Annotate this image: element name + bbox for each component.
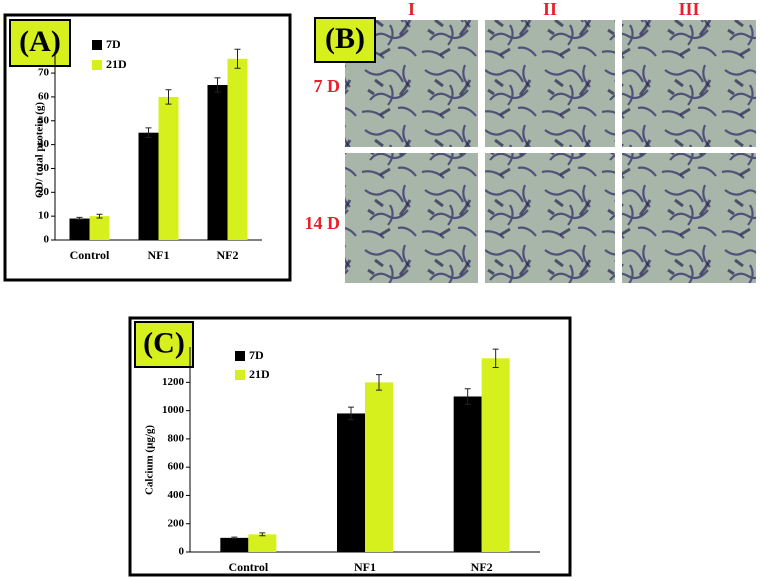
bar: [158, 96, 179, 240]
error-bar: [492, 348, 499, 368]
error-bar: [348, 406, 354, 421]
x-tick-label: NF2: [471, 560, 493, 574]
error-bar: [165, 89, 172, 105]
bar: [248, 534, 277, 552]
micrograph: [345, 153, 478, 283]
micrograph: [485, 20, 615, 147]
bar: [69, 218, 90, 240]
micrograph: [485, 153, 615, 283]
y-tick-label: 1200: [162, 376, 185, 388]
column-label: II: [543, 0, 557, 19]
panel-frame: [128, 316, 572, 577]
y-tick-label: 60: [38, 90, 50, 102]
bar: [220, 537, 249, 552]
micrograph: [622, 153, 756, 283]
y-tick-label: 1000: [162, 404, 185, 416]
legend-swatch: [92, 60, 102, 70]
legend-swatch: [235, 351, 245, 361]
y-tick-label: 800: [168, 432, 185, 444]
y-tick-label: 10: [38, 210, 50, 222]
row-label: 7 D: [314, 76, 341, 96]
bar: [207, 85, 228, 240]
panel-frame: [3, 13, 292, 282]
bar: [337, 413, 365, 552]
y-tick-label: 30: [38, 162, 50, 174]
legend-label: 7D: [249, 348, 264, 362]
legend-swatch: [235, 370, 245, 380]
chart: (C) 0 200 400 600 800 1000 1200 Calcium (μg/g) Co…: [128, 316, 572, 577]
y-tick-label: 600: [168, 461, 185, 473]
x-tick-label: Control: [70, 248, 110, 262]
error-bar: [145, 127, 152, 138]
legend-label: 21D: [249, 367, 270, 381]
error-bar: [214, 77, 221, 93]
bar: [138, 132, 159, 240]
legend-swatch: [92, 40, 102, 50]
panel-label: (A): [19, 25, 61, 58]
y-tick-label: 0: [44, 234, 50, 246]
bar: [227, 58, 248, 241]
y-tick-label: 400: [168, 489, 185, 501]
panel-label: (C): [143, 326, 185, 359]
y-tick-label: 70: [38, 67, 50, 79]
y-tick-label: 50: [38, 114, 50, 126]
row-label: 14 D: [305, 213, 341, 233]
error-bar: [376, 374, 382, 391]
x-tick-label: NF2: [217, 248, 239, 262]
y-axis-label: OD/ total protein (g): [34, 102, 46, 198]
legend-label: 7D: [106, 37, 121, 51]
error-bar: [96, 213, 103, 219]
column-label: III: [678, 0, 699, 19]
bar: [89, 216, 110, 240]
error-bar: [259, 532, 266, 537]
x-tick-label: NF1: [148, 248, 170, 262]
y-axis-label: Calcium (μg/g): [144, 425, 156, 495]
chart: (A) 0 10 20 30 40 50 60 70 OD/ total protein (g) C…: [3, 13, 292, 282]
y-tick-label: 0: [179, 546, 185, 558]
error-bar: [234, 48, 241, 69]
panel-label-box: [134, 321, 194, 368]
y-tick-label: 20: [38, 186, 50, 198]
error-bar: [464, 388, 471, 405]
bar: [481, 358, 510, 552]
x-tick-label: Control: [228, 560, 268, 574]
column-label: I: [408, 0, 415, 19]
y-tick-label: 200: [168, 517, 185, 529]
bar: [365, 382, 393, 552]
y-tick-label: 40: [38, 138, 50, 150]
error-bar: [76, 216, 83, 221]
legend-label: 21D: [106, 57, 127, 71]
micrograph: [622, 20, 756, 147]
error-bar: [231, 536, 238, 540]
panel-label-box: [314, 17, 376, 63]
panel-label-box: [9, 19, 71, 67]
panel-label: (B): [325, 22, 365, 55]
x-tick-label: NF1: [354, 560, 376, 574]
bar: [453, 396, 482, 552]
